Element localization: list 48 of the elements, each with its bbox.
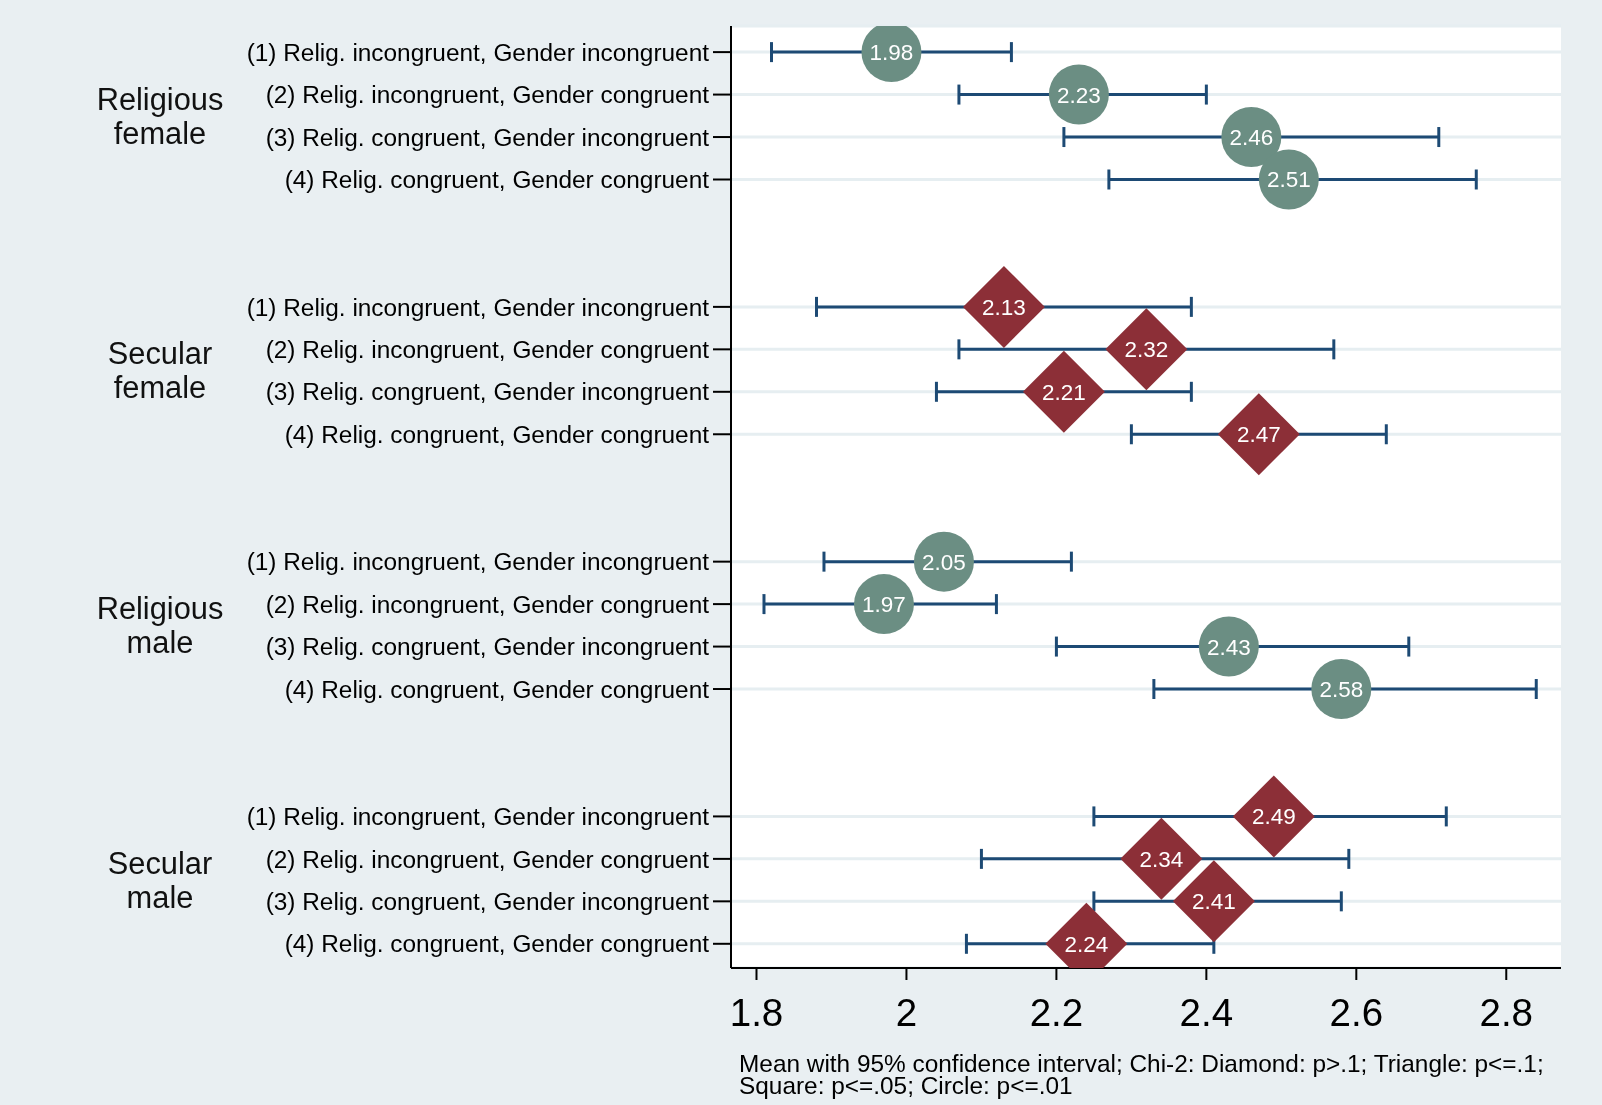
data-label: 2.24 bbox=[1064, 931, 1109, 957]
data-label: 2.51 bbox=[1266, 167, 1311, 193]
point bbox=[1217, 393, 1300, 476]
data-label: 2.47 bbox=[1236, 422, 1281, 448]
y-tick-label: (3) Relig. congruent, Gender incongruent bbox=[265, 378, 710, 406]
data-label: 1.97 bbox=[862, 592, 906, 618]
text: Mean with 95% confidence interval; Chi-2: Diamond: p>.1; Triangle: p<=.1; Square: p<=.05; Circle: p<=.01 bbox=[739, 1050, 1545, 1099]
y-tick-label: (3) Relig. congruent, Gender incongruent bbox=[265, 888, 710, 915]
data-label: 2.41 bbox=[1191, 889, 1236, 915]
data-label: 2.23 bbox=[1057, 82, 1101, 108]
y-tick-label: (4) Relig. congruent, Gender congruent bbox=[284, 166, 710, 194]
data-label: 2.34 bbox=[1139, 846, 1184, 872]
x-tick-label: 2.6 bbox=[1329, 991, 1384, 1035]
text: Secular female bbox=[107, 336, 213, 406]
x-tick-label: 2 bbox=[895, 991, 918, 1035]
y-tick-label: (3) Relig. congruent, Gender incongruent bbox=[265, 123, 710, 151]
data-label: 2.13 bbox=[982, 294, 1026, 320]
y-tick-label: (1) Relig. incongruent, Gender incongruent bbox=[246, 38, 710, 66]
x-tick-label: 1.8 bbox=[729, 991, 784, 1035]
x-tick-label: 2.4 bbox=[1179, 991, 1234, 1035]
x-tick-label: 2.8 bbox=[1479, 991, 1534, 1035]
y-tick-label: (1) Relig. incongruent, Gender incongruent bbox=[246, 803, 710, 831]
data-label: 2.32 bbox=[1124, 337, 1169, 363]
data-label: 2.21 bbox=[1042, 379, 1086, 405]
y-tick-label: (1) Relig. incongruent, Gender incongruent bbox=[246, 293, 710, 321]
data-label: 2.46 bbox=[1229, 125, 1274, 151]
y-tick-label: (4) Relig. congruent, Gender congruent bbox=[284, 675, 710, 703]
data-label: 1.98 bbox=[869, 40, 914, 66]
point bbox=[962, 265, 1045, 348]
data-label: 2.49 bbox=[1251, 804, 1296, 830]
y-tick-label: (2) Relig. incongruent, Gender congruent bbox=[265, 590, 710, 618]
y-tick-label: (1) Relig. incongruent, Gender incongruent bbox=[246, 548, 710, 576]
point bbox=[1232, 775, 1315, 858]
text: Religious female bbox=[96, 81, 224, 151]
y-tick-label: (3) Relig. congruent, Gender incongruent bbox=[265, 633, 710, 661]
y-tick-label: (2) Relig. incongruent, Gender congruent bbox=[265, 81, 710, 109]
text: Secular male bbox=[107, 845, 213, 915]
point bbox=[1105, 308, 1188, 391]
data-label: 2.58 bbox=[1319, 677, 1364, 703]
y-tick-label: (4) Relig. congruent, Gender congruent bbox=[284, 930, 710, 958]
data-label: 2.05 bbox=[922, 549, 966, 575]
text: Religious male bbox=[96, 591, 224, 661]
data-label: 2.43 bbox=[1206, 634, 1251, 660]
x-tick-label: 2.2 bbox=[1029, 991, 1084, 1035]
point bbox=[1022, 350, 1105, 433]
y-tick-label: (2) Relig. incongruent, Gender congruent bbox=[265, 336, 710, 363]
y-tick-label: (2) Relig. incongruent, Gender congruent bbox=[265, 845, 710, 873]
y-tick-label: (4) Relig. congruent, Gender congruent bbox=[284, 420, 710, 448]
